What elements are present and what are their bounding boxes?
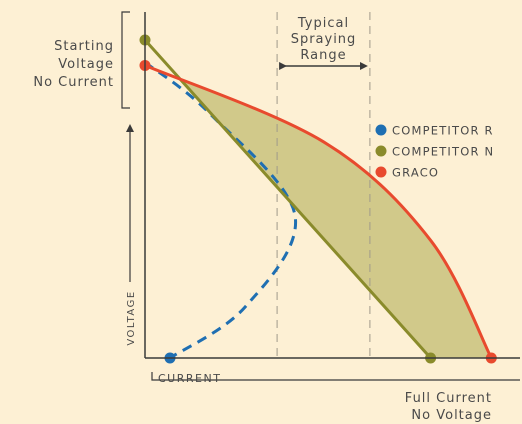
legend-marker-graco (375, 166, 387, 178)
competitor-r-line (144, 61, 298, 360)
graco-line (144, 64, 493, 359)
starting-voltage-bracket (121, 11, 130, 109)
starting-voltage-label-line: Starting (54, 39, 114, 54)
starting-voltage-label-line: Voltage (58, 57, 114, 72)
current-axis-bracket (151, 372, 520, 381)
competitor-n-line (143, 38, 432, 360)
x-axis-label: CURRENT (158, 372, 221, 385)
typical-spraying-range-label-line: Spraying (291, 32, 357, 47)
legend-label-competitor-n: COMPETITOR N (392, 145, 494, 159)
legend-marker-competitor-n (375, 145, 387, 157)
graco-advantage-area (180, 79, 492, 358)
legend-label-competitor-r: COMPETITOR R (392, 124, 494, 138)
full-current-label-line: No Voltage (411, 408, 492, 423)
typical-spraying-range-label-line: Typical (297, 16, 349, 31)
y-axis-label: VOLTAGE (126, 290, 137, 345)
legend-label-graco: GRACO (392, 166, 439, 180)
starting-voltage-label-line: No Current (33, 75, 114, 90)
full-current-label-line: Full Current (405, 391, 492, 406)
typical-spraying-range-label-line: Range (300, 48, 346, 63)
legend-marker-competitor-r (375, 124, 387, 136)
